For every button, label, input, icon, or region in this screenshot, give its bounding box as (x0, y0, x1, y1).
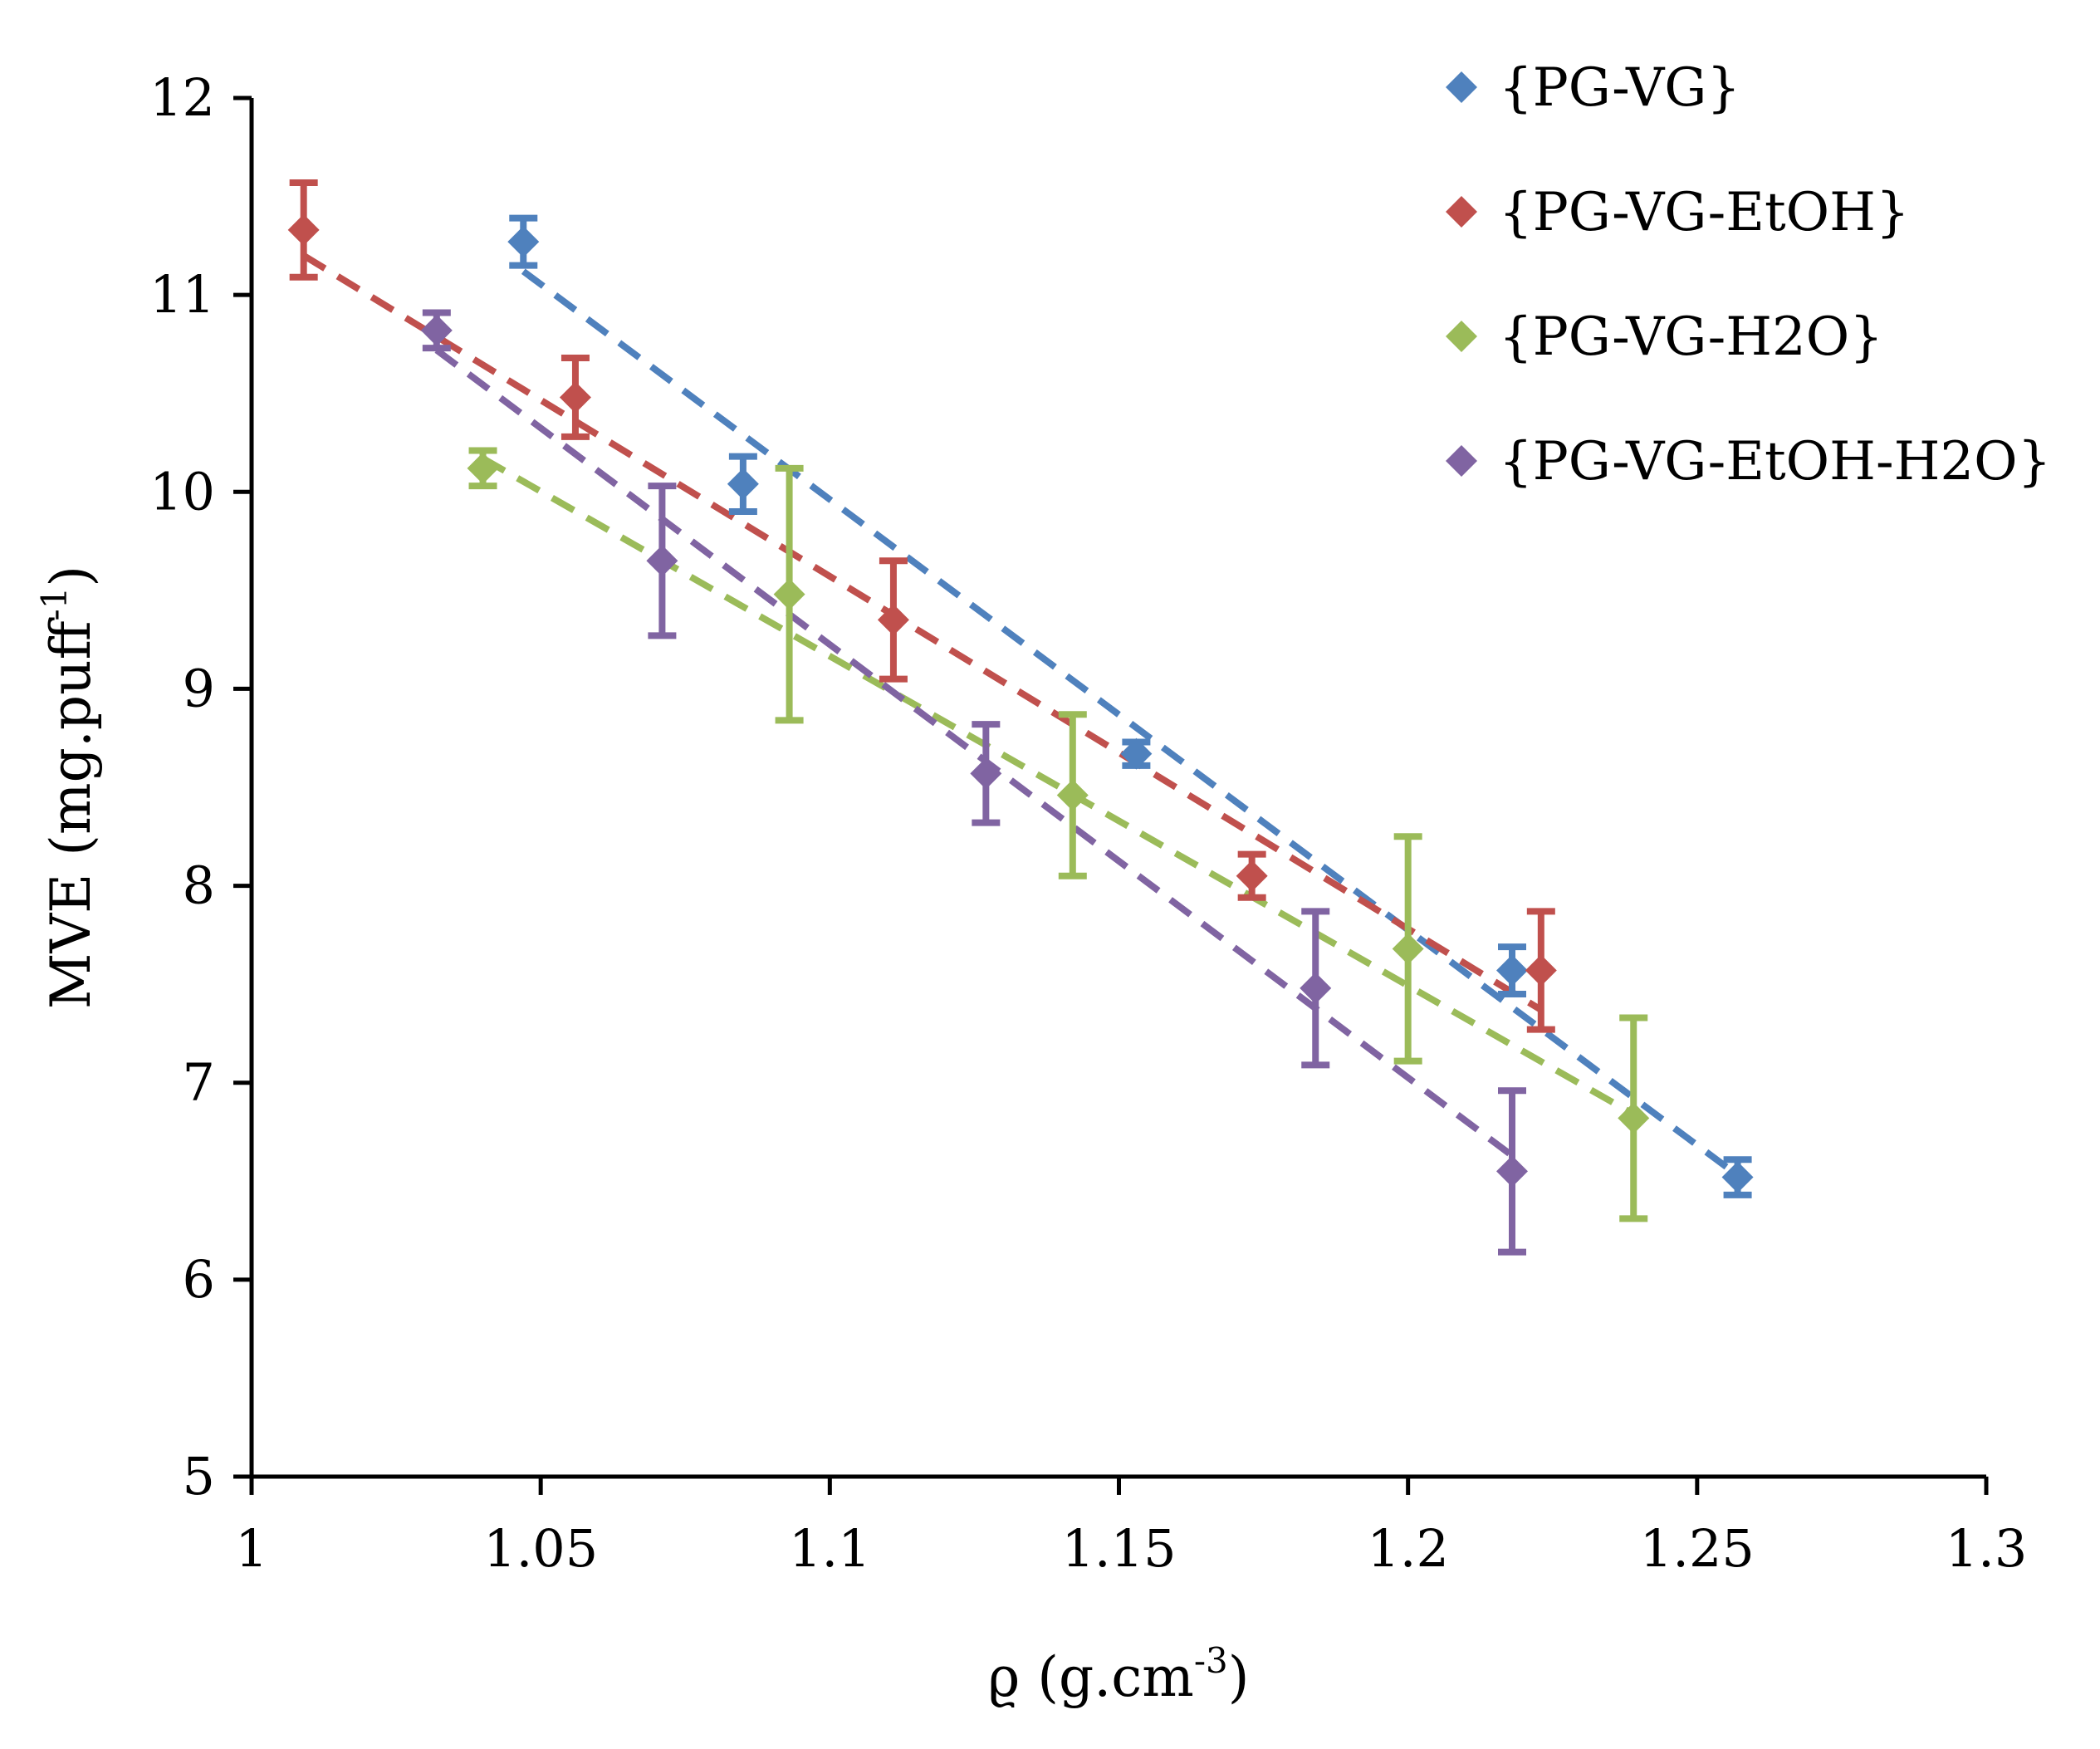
error-bars (289, 179, 1752, 1256)
axes (249, 98, 1986, 1479)
legend-item: {PG-VG-H2O} (1446, 306, 1883, 368)
data-point (970, 757, 1002, 790)
y-tick-label: 5 (183, 1446, 215, 1506)
legend-marker (1446, 71, 1477, 103)
y-tick-label: 11 (149, 264, 215, 325)
legend-label: {PG-VG-EtOH} (1499, 182, 1910, 243)
legend-marker (1446, 445, 1477, 477)
y-tick-label: 7 (183, 1052, 215, 1113)
legend-label: {PG-VG-H2O} (1499, 306, 1883, 368)
legend-label: {PG-VG-EtOH-H2O} (1499, 431, 2051, 492)
data-point (507, 226, 540, 258)
x-axis-title: ϱ (g.cm-3) (988, 1640, 1250, 1709)
legend: {PG-VG} {PG-VG-EtOH} {PG-VG-H2O} {PG-VG-EtO… (1446, 57, 2051, 492)
data-point (287, 213, 320, 246)
data-point (1525, 954, 1557, 987)
trendline-4 (434, 347, 1515, 1159)
x-tick-label: 1 (235, 1518, 267, 1579)
data-point (1120, 737, 1153, 770)
y-tick-label: 10 (149, 461, 215, 522)
data-point (646, 545, 678, 577)
data-point (1392, 933, 1424, 965)
legend-item: {PG-VG-EtOH-H2O} (1446, 431, 2051, 492)
trendline-3 (481, 455, 1636, 1118)
legend-marker (1446, 196, 1477, 228)
y-axis-ticks: 5 6 7 8 9 10 11 12 (149, 67, 252, 1506)
y-tick-label: 9 (183, 658, 215, 718)
x-tick-label: 1.2 (1367, 1518, 1449, 1579)
trendline-1 (521, 268, 1740, 1178)
data-point (467, 452, 499, 484)
data-point (420, 314, 453, 346)
data-points (287, 213, 1754, 1193)
y-tick-label: 8 (183, 855, 215, 916)
legend-label: {PG-VG} (1499, 57, 1740, 119)
x-tick-label: 1.05 (483, 1518, 598, 1579)
data-point (1056, 779, 1089, 811)
trendlines (301, 252, 1740, 1178)
data-point (559, 381, 591, 414)
data-point (1496, 1155, 1529, 1188)
data-point (1236, 860, 1268, 892)
x-tick-label: 1.15 (1061, 1518, 1176, 1579)
legend-item: {PG-VG-EtOH} (1446, 182, 1910, 243)
data-point (1300, 972, 1332, 1004)
trendline-2 (301, 252, 1543, 1013)
data-point (1496, 954, 1529, 987)
x-tick-label: 1.1 (789, 1518, 871, 1579)
legend-marker (1446, 321, 1477, 352)
y-tick-label: 12 (149, 67, 215, 128)
legend-item: {PG-VG} (1446, 57, 1740, 119)
data-point (1721, 1161, 1754, 1193)
x-tick-label: 1.25 (1640, 1518, 1755, 1579)
data-point (877, 604, 909, 636)
data-point (1618, 1102, 1650, 1134)
data-point (773, 578, 805, 610)
x-axis-ticks: 1 1.05 1.1 1.15 1.2 1.25 1.3 (235, 1477, 2027, 1579)
y-axis-title: MVE (mg.puff-1) (34, 566, 103, 1009)
x-tick-label: 1.3 (1946, 1518, 2028, 1579)
y-tick-label: 6 (183, 1249, 215, 1310)
data-point (727, 468, 759, 500)
